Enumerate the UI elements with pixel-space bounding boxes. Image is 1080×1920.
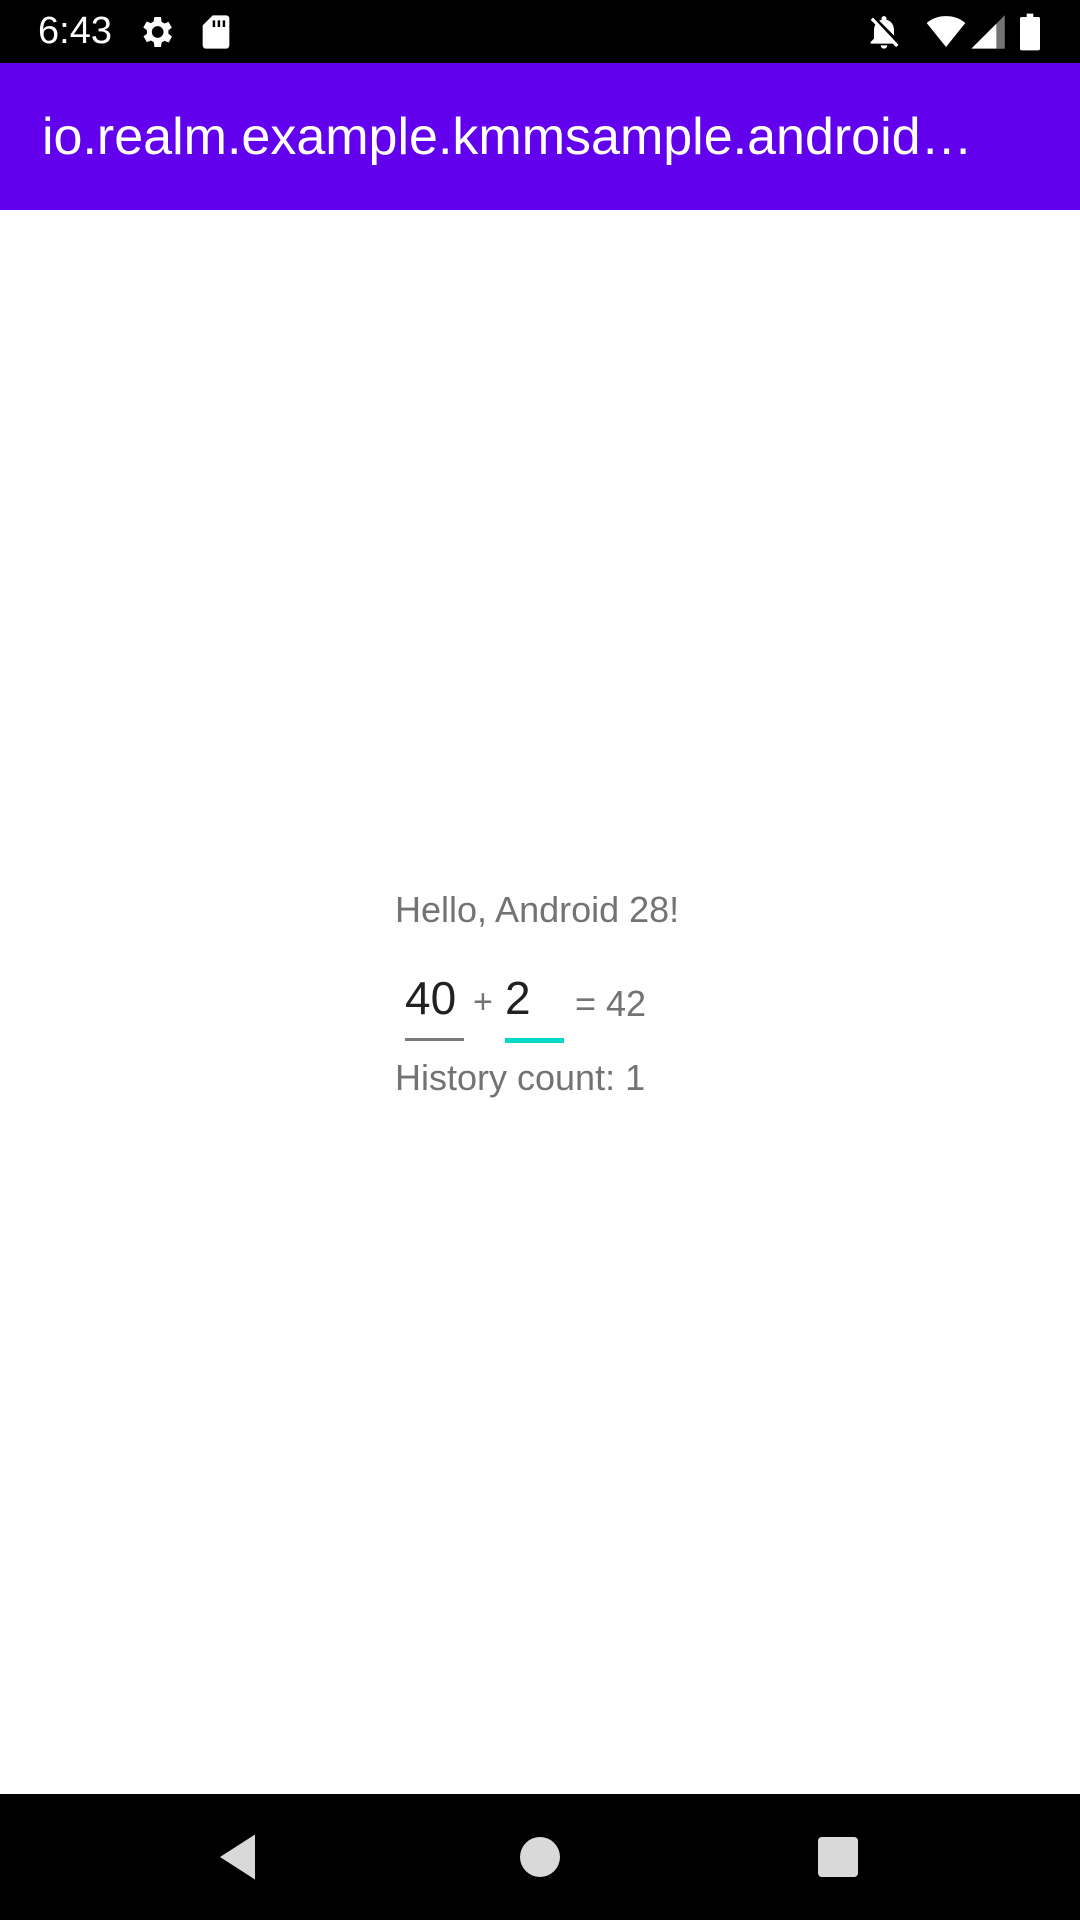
settings-icon [136,12,176,52]
cell-signal-icon [968,12,1008,52]
operand-a-input[interactable] [405,962,465,1034]
app-bar: io.realm.example.kmmsample.androidApp [0,63,1080,210]
battery-icon [1012,12,1048,52]
history-count: History count: 1 [395,1057,646,1098]
sd-card-icon [196,12,236,52]
operand-b-input[interactable] [505,962,565,1034]
calculator-row: + = 42 [395,962,895,1052]
recents-icon[interactable] [808,1827,868,1887]
status-time: 6:43 [38,10,112,52]
sum-result: = 42 [575,983,647,1024]
back-icon[interactable] [210,1827,270,1887]
main-content: Hello, Android 28! + = 42 History count:… [0,210,1080,1794]
navigation-bar [0,1794,1080,1920]
home-icon[interactable] [510,1827,570,1887]
greeting-text: Hello, Android 28! [395,889,680,930]
operand-b-underline [505,1038,564,1043]
wifi-icon [922,12,970,52]
operand-a-underline [405,1038,464,1041]
status-bar: 6:43 [0,0,1080,63]
plus-sign: + [473,983,493,1021]
notifications-off-icon [864,12,904,52]
app-title: io.realm.example.kmmsample.androidApp [42,108,1002,166]
